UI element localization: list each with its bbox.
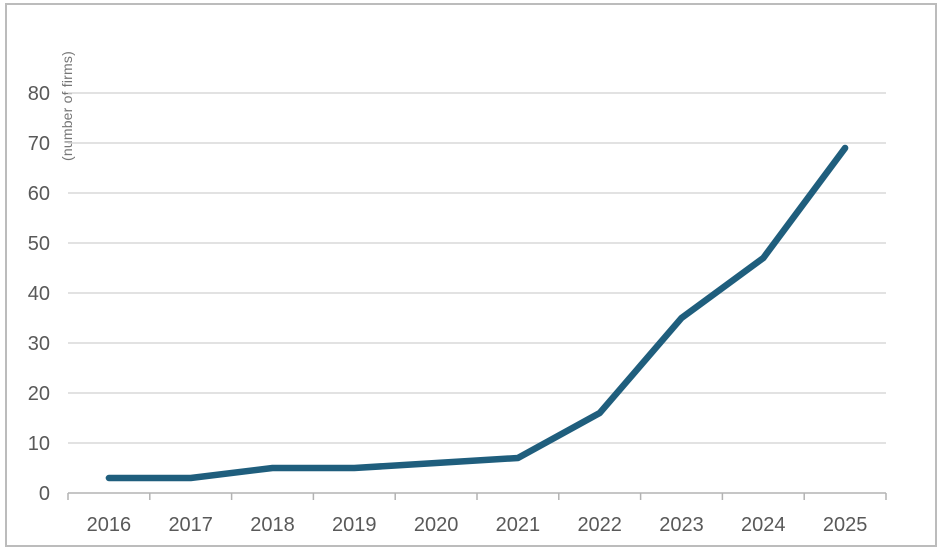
y-tick-label: 70 xyxy=(28,133,50,155)
x-tick-label: 2024 xyxy=(741,514,786,536)
x-tick-label: 2018 xyxy=(250,514,295,536)
y-tick-label: 60 xyxy=(28,183,50,205)
x-tick-label: 2021 xyxy=(496,514,541,536)
y-tick-label: 20 xyxy=(28,383,50,405)
x-tick-label: 2023 xyxy=(659,514,704,536)
x-tick-label: 2017 xyxy=(168,514,213,536)
y-tick-label: 10 xyxy=(28,433,50,455)
x-tick-label: 2020 xyxy=(414,514,459,536)
y-tick-label: 50 xyxy=(28,233,50,255)
series-line xyxy=(105,144,849,482)
y-tick-label: 40 xyxy=(28,283,50,305)
y-tick-label: 80 xyxy=(28,83,50,105)
y-tick-label: 30 xyxy=(28,333,50,355)
y-tick-label: 0 xyxy=(39,483,50,505)
x-tick-label: 2016 xyxy=(87,514,132,536)
x-tick-label: 2019 xyxy=(332,514,377,536)
x-tick-label: 2022 xyxy=(577,514,622,536)
x-tick-label: 2025 xyxy=(823,514,868,536)
